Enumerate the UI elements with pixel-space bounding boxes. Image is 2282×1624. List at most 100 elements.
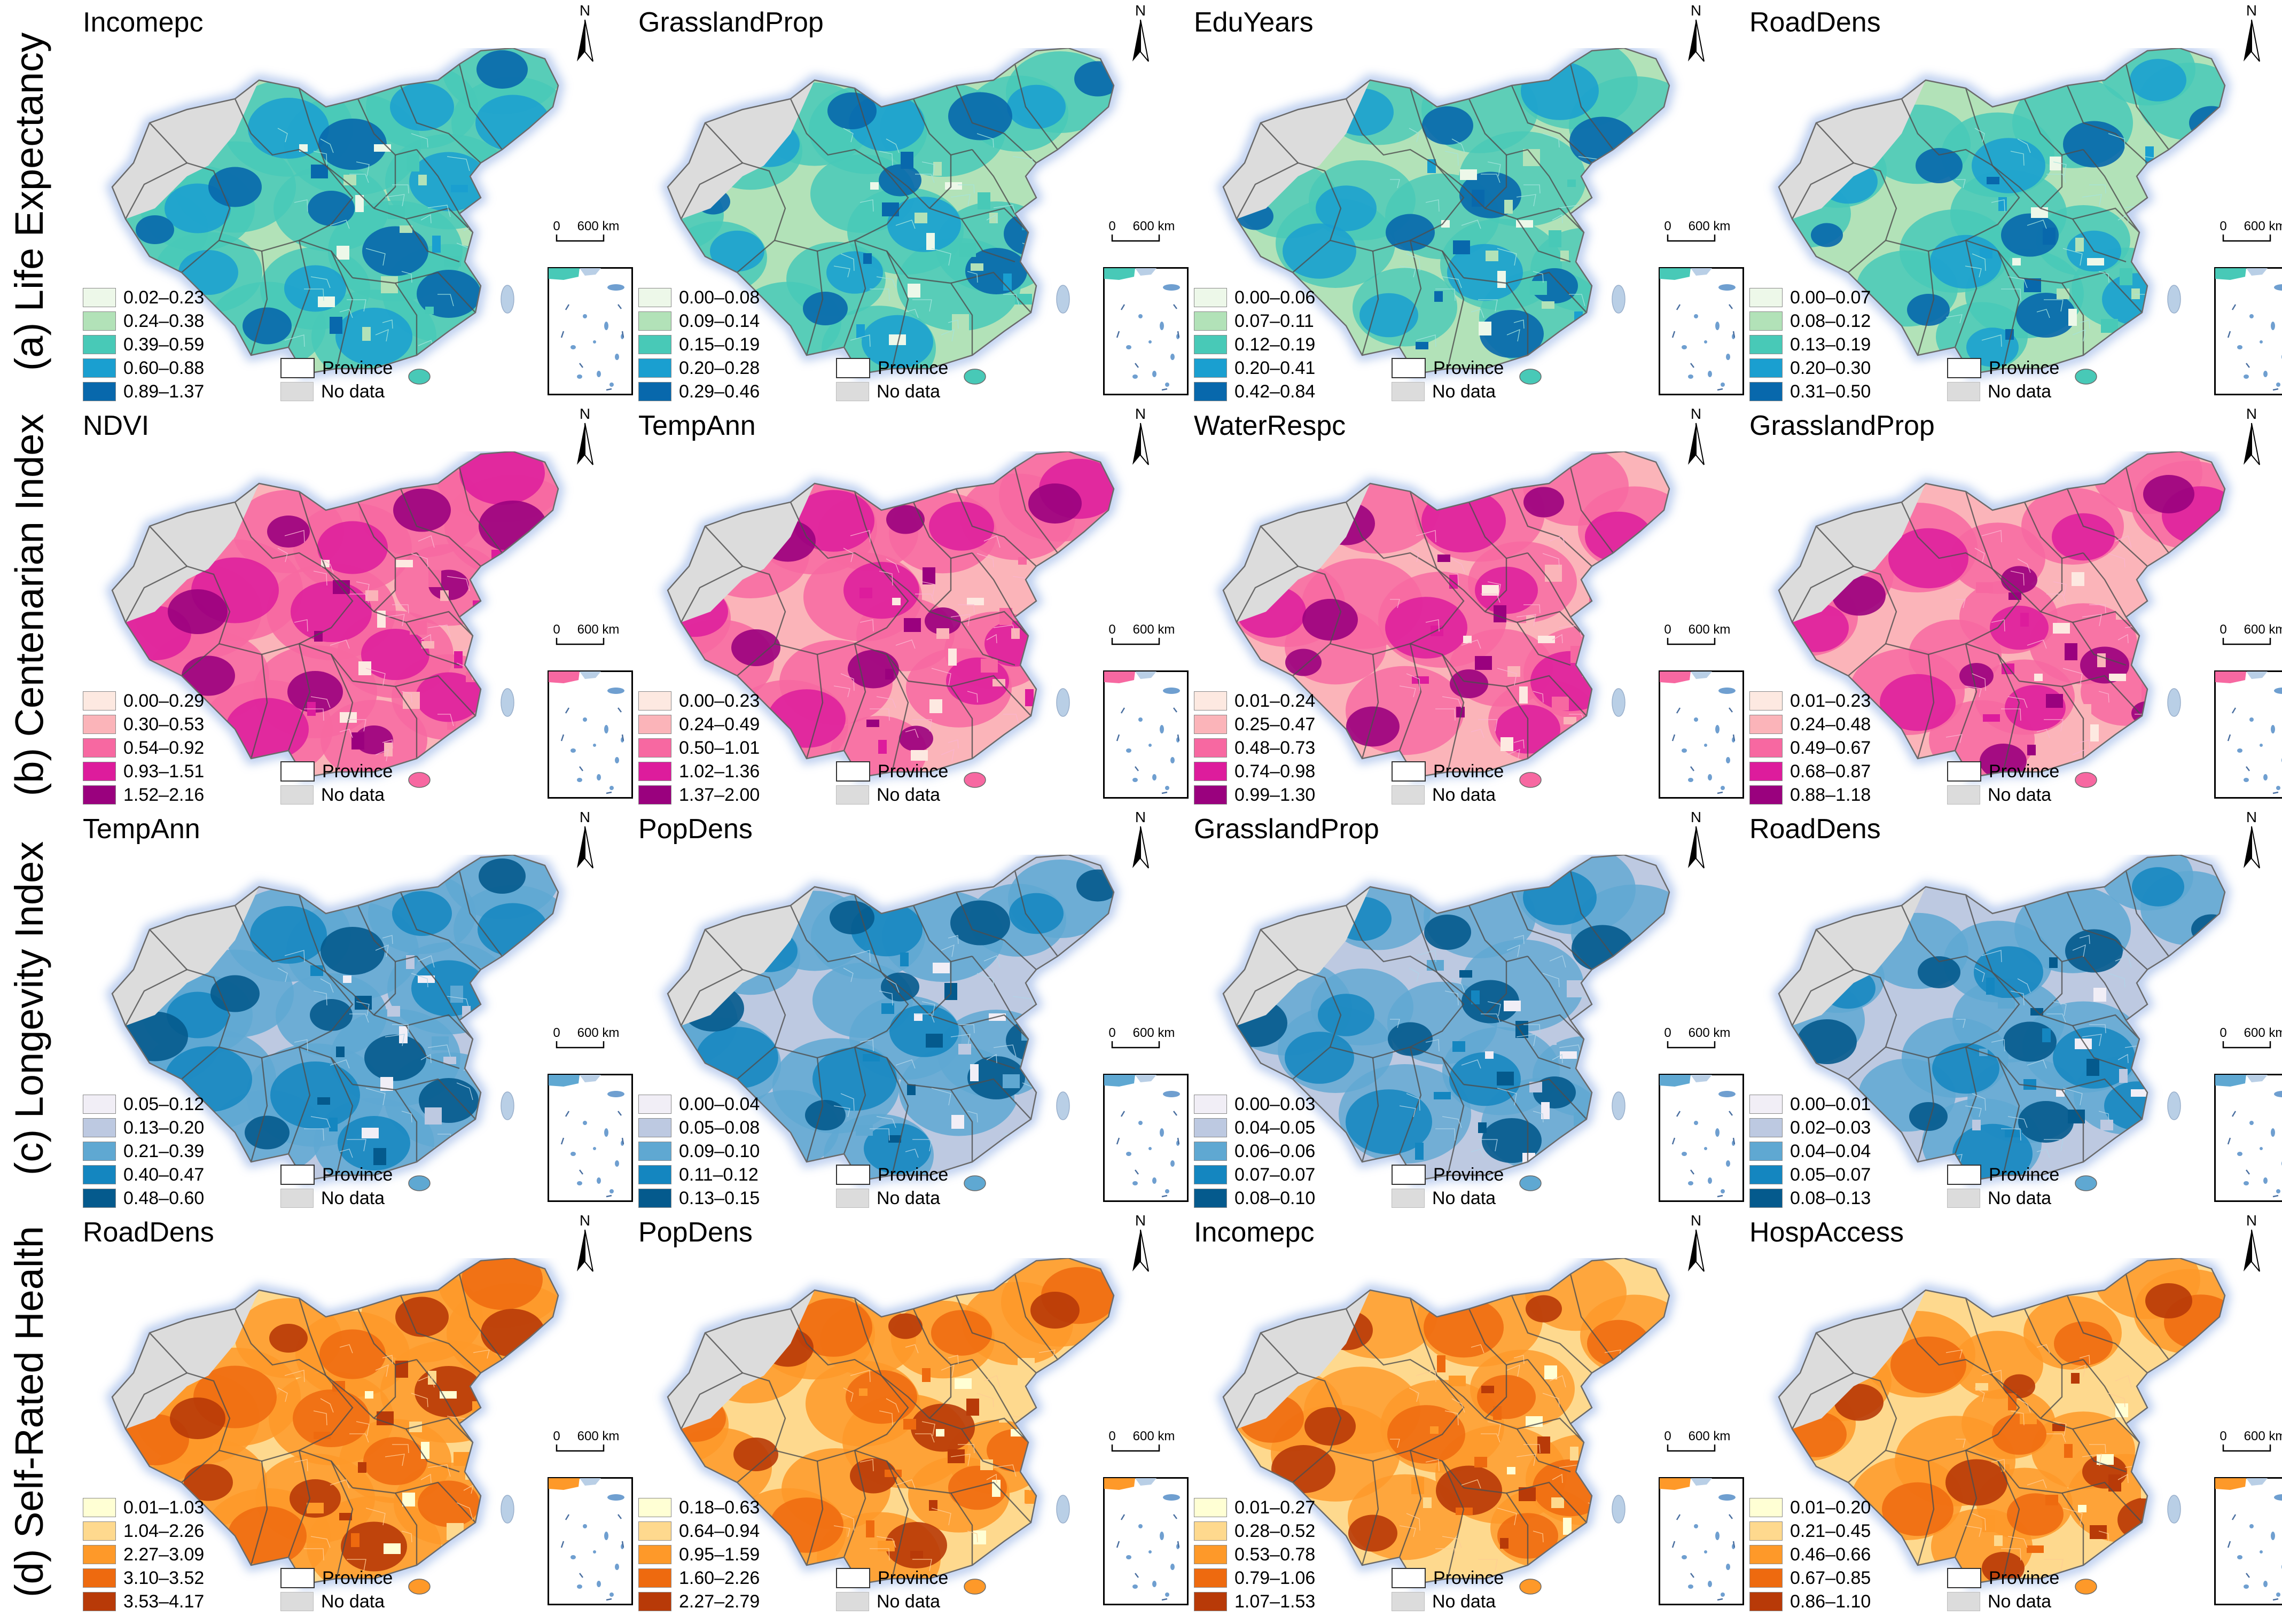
legend-swatch [1194,1118,1227,1137]
legend-item: 0.08–0.10 [1194,1186,1315,1210]
legend-item: 0.86–1.10 [1749,1590,1871,1613]
legend-label: 0.60–0.88 [123,357,205,378]
legend-swatch [83,785,116,805]
choropleth-map [106,1258,564,1595]
legend-item-province: Province [1392,1163,1504,1186]
legend: 0.02–0.23 0.24–0.38 0.39–0.59 0.60–0.88 0.89… [83,286,393,403]
legend-item: 0.08–0.13 [1749,1186,1871,1210]
legend-item: 0.00–0.08 [638,286,760,309]
legend-item-nodata: No data [836,783,948,807]
legend-item: 1.04–2.26 [83,1519,204,1543]
legend-item-nodata: No data [1947,1186,2059,1210]
legend-item: 0.01–0.24 [1194,689,1315,713]
panel-title: RoadDens [1749,814,1881,845]
legend-label: 0.74–0.98 [1234,761,1316,782]
panel-title: GrasslandProp [1749,410,1935,441]
map-panel: Incomepc N 0 600 km 0.01–0.27 0.28–0.52 0.53–0… [1170,1210,1744,1613]
legend-item: 0.18–0.63 [638,1496,760,1519]
nodata-label: No data [877,1591,941,1612]
scale-zero-label: 0 [1664,219,1671,233]
map-panel: PopDens N 0 600 km 0.00–0.04 0.05–0.08 0.09–0.… [614,807,1189,1210]
north-label: N [2246,809,2257,825]
legend-swatch [83,715,116,734]
legend-swatch [1194,715,1227,734]
legend: 0.00–0.23 0.24–0.49 0.50–1.01 1.02–1.36 1.37… [638,689,948,807]
legend-label: 0.89–1.37 [123,381,205,402]
legend-swatch [1749,358,1783,378]
taiwan-island [1056,285,1070,314]
south-china-sea-inset [548,267,633,395]
taiwan-island [501,285,514,314]
legend-label: 0.20–0.28 [679,357,760,378]
legend-swatch [83,1165,116,1184]
province-label: Province [322,1164,393,1185]
legend-swatch [1194,311,1227,331]
legend-item-province: Province [1947,1163,2059,1186]
province-swatch [836,1165,870,1185]
legend-item: 0.00–0.23 [638,689,760,713]
legend-label: 0.68–0.87 [1790,761,1871,782]
legend-item: 3.53–4.17 [83,1590,204,1613]
legend-item-nodata: No data [1392,1590,1504,1613]
legend-item-province: Province [1947,1566,2059,1590]
taiwan-island [1612,285,1625,314]
legend-label: 0.13–0.20 [123,1117,205,1138]
legend-item: 0.48–0.73 [1194,736,1315,760]
scale-distance-label: 600 km [577,1026,620,1040]
hainan-island [1519,772,1542,788]
province-label: Province [1433,1567,1504,1588]
legend-item: 0.15–0.19 [638,333,760,356]
map-panel: GrasslandProp N 0 600 km 0.01–0.23 0.24–0.48 0… [1725,403,2282,807]
scale-bar: 0 600 km [2220,1026,2282,1049]
province-swatch [1392,1568,1426,1588]
province-swatch [280,761,315,782]
legend-label: 0.00–0.29 [123,690,205,711]
legend-item-province: Province [1392,1566,1504,1590]
legend-label: 0.20–0.41 [1234,357,1316,378]
panel-title: NDVI [83,410,150,441]
legend-item: 0.13–0.19 [1749,333,1871,356]
north-label: N [1135,3,1146,19]
panel-title: RoadDens [1749,7,1881,38]
legend-label: 2.27–3.09 [123,1544,205,1565]
legend-label: 0.01–0.24 [1234,690,1316,711]
legend-swatch [83,382,116,401]
province-label: Province [1433,761,1504,782]
legend-item-province: Province [280,1566,393,1590]
panel-title: HospAccess [1749,1217,1904,1248]
legend-label: 0.79–1.06 [1234,1567,1316,1588]
choropleth-map [1772,451,2231,788]
legend-swatch [1749,382,1783,401]
scale-zero-label: 0 [1108,1429,1115,1443]
scale-bar: 0 600 km [553,219,619,242]
legend-swatch [1749,1142,1783,1161]
scale-bar: 0 600 km [1108,219,1175,242]
north-label: N [1691,406,1701,422]
legend-item: 0.01–0.27 [1194,1496,1315,1519]
legend-label: 1.02–1.36 [679,761,760,782]
scale-bar: 0 600 km [2220,1429,2282,1452]
legend-item-province: Province [1947,760,2059,783]
nodata-swatch [280,785,314,805]
north-arrow-icon: N [577,406,593,465]
row-label-text: (d) Self-Rated Health [7,1225,52,1598]
legend: 0.00–0.03 0.04–0.05 0.06–0.06 0.07–0.07 0.08… [1194,1092,1504,1210]
south-china-sea-inset [548,1074,633,1202]
choropleth-map [661,855,1120,1191]
taiwan-island [1612,1495,1625,1524]
north-arrow-icon: N [577,3,593,62]
legend-item: 0.08–0.12 [1749,309,1871,333]
legend-extra: Province No data [1947,356,2059,403]
legend-swatch [638,738,671,758]
choropleth-map [106,855,564,1191]
panel-title: WaterRespc [1194,410,1346,441]
legend-extra: Province No data [1392,356,1504,403]
legend-label: 0.01–0.20 [1790,1497,1871,1518]
legend-swatch [83,1189,116,1208]
legend-item-nodata: No data [1392,1186,1504,1210]
legend-label: 0.48–0.73 [1234,737,1316,758]
scale-bar: 0 600 km [1664,1026,1730,1049]
south-china-sea-inset [548,1477,633,1605]
legend-item: 0.05–0.08 [638,1116,760,1139]
north-arrow-icon: N [1132,1213,1149,1272]
